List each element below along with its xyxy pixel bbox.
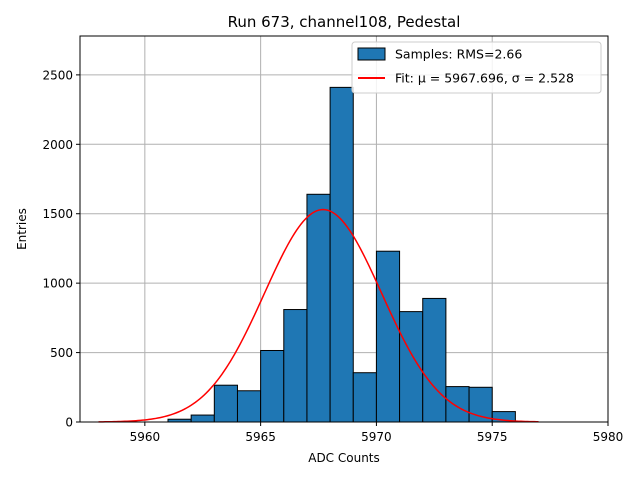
- histogram-bar: [213, 384, 238, 423]
- axis-ticks: 5960 5965 5970 5975 5980 0 500 1000 1500 2000 2500: [42, 68, 623, 444]
- y-axis-label: Entries: [15, 208, 29, 250]
- histogram-bar: [422, 297, 447, 423]
- legend-samples-swatch: [357, 47, 386, 61]
- histogram-bar: [445, 386, 470, 423]
- x-tick-label: 5960: [130, 430, 161, 444]
- y-tick-label: 1000: [42, 277, 73, 291]
- y-tick-label: 1500: [42, 207, 73, 221]
- axes-frame: [79, 35, 609, 423]
- legend-box: [351, 41, 602, 94]
- legend-samples-label: Samples: RMS=2.66: [395, 47, 522, 62]
- x-tick-label: 5975: [477, 430, 508, 444]
- legend: Samples: RMS=2.66 Fit: μ = 5967.696, σ =…: [351, 41, 602, 94]
- histogram-bar: [329, 86, 354, 423]
- histogram-bar: [236, 390, 262, 423]
- y-tick-label: 500: [50, 346, 73, 360]
- fit-curve: [98, 208, 539, 423]
- y-tick-label: 2000: [42, 138, 73, 152]
- histogram-bar: [352, 372, 377, 423]
- histogram-bar: [306, 193, 331, 423]
- x-axis-label: ADC Counts: [308, 451, 380, 465]
- x-tick-label: 5970: [361, 430, 392, 444]
- histogram-bar: [190, 414, 215, 423]
- histogram-bar: [260, 349, 285, 423]
- legend-fit-label: Fit: μ = 5967.696, σ = 2.528: [395, 71, 574, 86]
- x-tick-label: 5980: [593, 430, 624, 444]
- y-tick-label: 2500: [42, 68, 73, 82]
- histogram-bar: [375, 250, 401, 423]
- histogram-bar: [283, 309, 308, 423]
- chart-title: Run 673, channel108, Pedestal: [228, 13, 461, 31]
- x-tick-label: 5965: [245, 430, 276, 444]
- y-tick-label: 0: [65, 416, 73, 430]
